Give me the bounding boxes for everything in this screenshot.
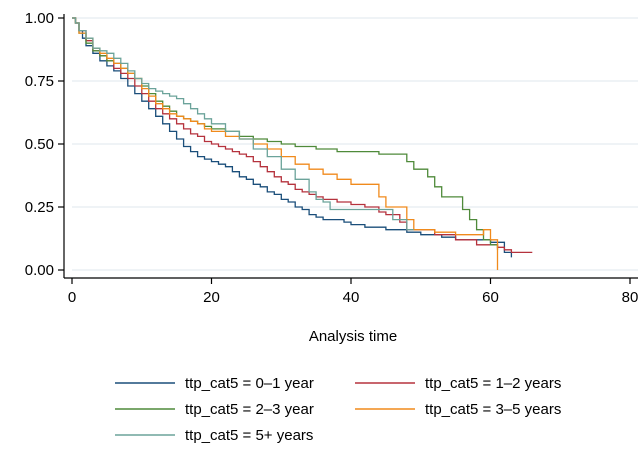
x-tick-label-2: 40 xyxy=(343,289,360,306)
series-line-2 xyxy=(72,17,499,250)
legend: ttp_cat5 = 0–1 year ttp_cat5 = 1–2 years t… xyxy=(115,375,561,444)
series-lines xyxy=(72,17,533,270)
x-tick-label-4: 80 xyxy=(622,289,639,306)
y-tick-label-0: 0.00 xyxy=(25,262,54,279)
legend-label-3: ttp_cat5 = 3–5 years xyxy=(425,401,561,418)
y-tick-label-3: 0.75 xyxy=(25,73,54,90)
series-line-1 xyxy=(72,17,533,254)
y-tick-label-4: 1.00 xyxy=(25,10,54,27)
legend-label-2: ttp_cat5 = 2–3 year xyxy=(185,401,314,418)
legend-label-0: ttp_cat5 = 0–1 year xyxy=(185,375,314,392)
legend-label-4: ttp_cat5 = 5+ years xyxy=(185,427,313,444)
legend-item-3: ttp_cat5 = 3–5 years xyxy=(355,401,561,418)
series-line-4 xyxy=(72,17,414,231)
x-axis-title: Analysis time xyxy=(309,328,397,345)
legend-item-0: ttp_cat5 = 0–1 year xyxy=(115,375,314,392)
legend-item-2: ttp_cat5 = 2–3 year xyxy=(115,401,314,418)
legend-label-1: ttp_cat5 = 1–2 years xyxy=(425,375,561,392)
series-line-3 xyxy=(72,17,499,270)
axes xyxy=(63,14,638,279)
x-tick-label-0: 0 xyxy=(68,289,76,306)
y-tick-label-2: 0.50 xyxy=(25,136,54,153)
legend-item-1: ttp_cat5 = 1–2 years xyxy=(355,375,561,392)
tick-labels: 0.00 0.25 0.50 0.75 1.00 0 20 40 60 80 xyxy=(25,10,639,306)
series-line-0 xyxy=(72,17,513,258)
legend-item-4: ttp_cat5 = 5+ years xyxy=(115,427,313,444)
x-tick-label-3: 60 xyxy=(482,289,499,306)
grid-lines xyxy=(72,17,638,271)
x-tick-label-1: 20 xyxy=(203,289,220,306)
y-tick-label-1: 0.25 xyxy=(25,199,54,216)
